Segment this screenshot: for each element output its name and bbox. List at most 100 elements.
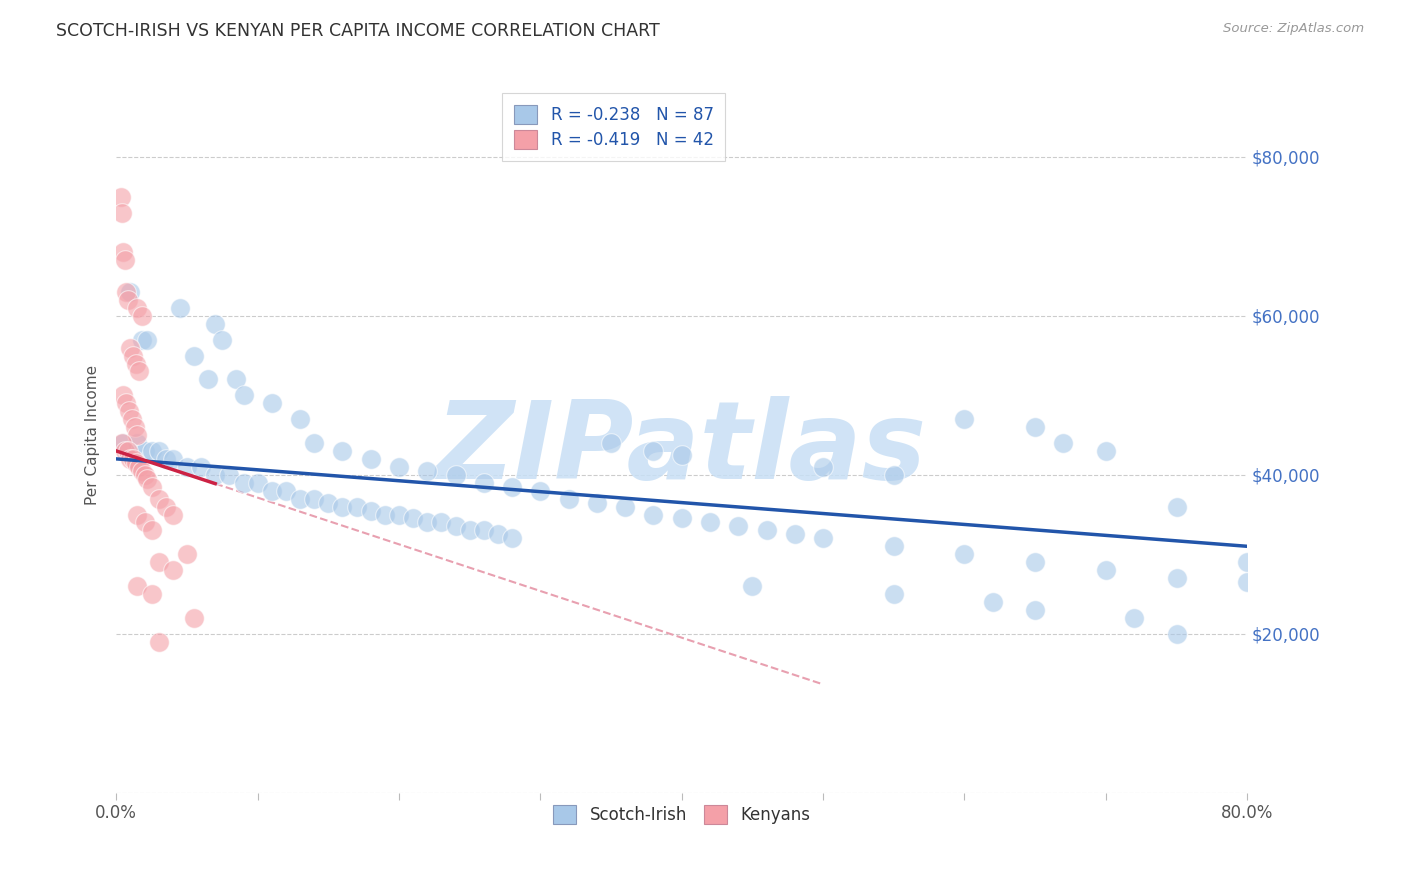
Point <box>288 412 311 426</box>
Point <box>783 527 806 541</box>
Point <box>204 467 226 482</box>
Y-axis label: Per Capita Income: Per Capita Income <box>86 365 100 505</box>
Point <box>302 491 325 506</box>
Point <box>1024 555 1046 569</box>
Point <box>111 436 134 450</box>
Point <box>148 555 170 569</box>
Point <box>274 483 297 498</box>
Point <box>1236 575 1258 590</box>
Point <box>197 372 219 386</box>
Point <box>162 508 184 522</box>
Point <box>141 524 163 538</box>
Point <box>444 467 467 482</box>
Point <box>127 579 149 593</box>
Point <box>671 511 693 525</box>
Point <box>260 396 283 410</box>
Point <box>127 301 149 315</box>
Point <box>346 500 368 514</box>
Point <box>122 349 145 363</box>
Point <box>1095 563 1118 577</box>
Point <box>115 396 138 410</box>
Point <box>953 412 976 426</box>
Point <box>125 357 148 371</box>
Point <box>111 205 134 219</box>
Point <box>232 388 254 402</box>
Point <box>118 404 141 418</box>
Point <box>225 372 247 386</box>
Point <box>883 467 905 482</box>
Point <box>127 436 149 450</box>
Point <box>117 293 139 307</box>
Point <box>211 333 233 347</box>
Point <box>121 412 143 426</box>
Point <box>727 519 749 533</box>
Point <box>1123 611 1146 625</box>
Point <box>183 349 205 363</box>
Point <box>1166 500 1188 514</box>
Point <box>128 459 150 474</box>
Point <box>1166 571 1188 585</box>
Point <box>600 436 623 450</box>
Legend: Scotch-Irish, Kenyans: Scotch-Irish, Kenyans <box>543 795 821 834</box>
Point <box>643 444 665 458</box>
Point <box>1052 436 1074 450</box>
Point <box>883 587 905 601</box>
Point <box>486 527 509 541</box>
Point <box>318 495 340 509</box>
Text: Source: ZipAtlas.com: Source: ZipAtlas.com <box>1223 22 1364 36</box>
Point <box>148 491 170 506</box>
Point <box>699 516 721 530</box>
Point <box>120 285 142 299</box>
Text: SCOTCH-IRISH VS KENYAN PER CAPITA INCOME CORRELATION CHART: SCOTCH-IRISH VS KENYAN PER CAPITA INCOME… <box>56 22 659 40</box>
Point <box>360 451 382 466</box>
Point <box>360 503 382 517</box>
Point <box>883 539 905 553</box>
Point <box>134 444 156 458</box>
Point <box>332 500 354 514</box>
Point <box>529 483 551 498</box>
Point <box>416 464 439 478</box>
Point <box>155 451 177 466</box>
Point <box>1095 444 1118 458</box>
Point <box>176 547 198 561</box>
Point <box>643 508 665 522</box>
Point <box>136 333 159 347</box>
Point <box>501 480 523 494</box>
Point <box>374 508 396 522</box>
Point <box>115 285 138 299</box>
Point <box>586 495 609 509</box>
Point <box>388 508 411 522</box>
Point <box>1024 420 1046 434</box>
Point <box>122 451 145 466</box>
Point <box>141 480 163 494</box>
Point <box>176 459 198 474</box>
Point <box>117 444 139 458</box>
Point <box>811 532 834 546</box>
Point <box>114 444 136 458</box>
Point <box>472 524 495 538</box>
Point <box>444 519 467 533</box>
Point <box>169 301 191 315</box>
Point <box>162 451 184 466</box>
Point <box>472 475 495 490</box>
Point <box>204 317 226 331</box>
Point <box>981 595 1004 609</box>
Point <box>125 456 148 470</box>
Point <box>131 464 153 478</box>
Point <box>112 245 135 260</box>
Point <box>141 444 163 458</box>
Point <box>458 524 481 538</box>
Point <box>120 451 142 466</box>
Point <box>402 511 425 525</box>
Point <box>501 532 523 546</box>
Point <box>246 475 269 490</box>
Point <box>388 459 411 474</box>
Point <box>131 309 153 323</box>
Point <box>155 500 177 514</box>
Point <box>162 563 184 577</box>
Point <box>127 508 149 522</box>
Point <box>302 436 325 450</box>
Point <box>1024 603 1046 617</box>
Point <box>416 516 439 530</box>
Point <box>110 189 132 203</box>
